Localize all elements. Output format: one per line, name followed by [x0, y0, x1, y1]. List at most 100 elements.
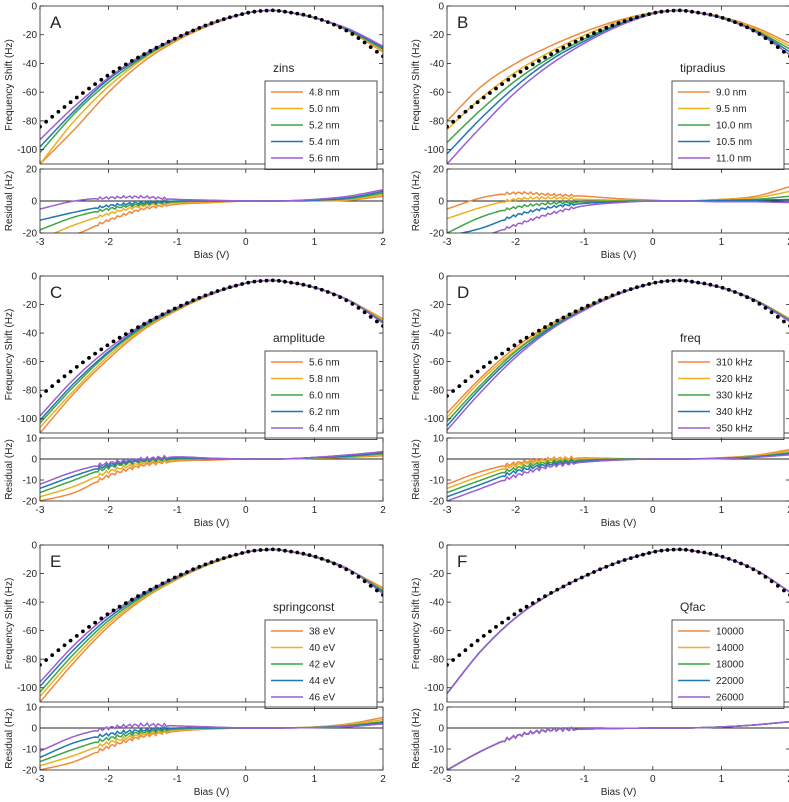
x-tick-label: -2: [511, 774, 520, 785]
data-point: [481, 365, 486, 369]
data-point: [215, 19, 220, 23]
data-point: [191, 28, 196, 33]
data-point: [197, 295, 202, 300]
data-point: [368, 45, 373, 49]
measured-points: [447, 278, 789, 398]
data-point: [714, 553, 719, 557]
data-point: [197, 564, 202, 569]
data-point: [447, 124, 449, 129]
data-point: [62, 643, 67, 648]
data-point: [751, 567, 756, 572]
data-point: [616, 291, 621, 295]
y-tick-label: 0: [438, 541, 444, 552]
residual-line-46-eV: [40, 722, 383, 752]
residual-y-tick-label: -20: [23, 497, 38, 508]
residual-y-tick-label: -10: [430, 476, 445, 487]
data-point: [74, 95, 79, 100]
data-point: [690, 548, 694, 553]
data-point: [40, 394, 42, 398]
data-point: [130, 328, 134, 333]
residual-y-tick-label: 10: [26, 703, 38, 714]
y-tick-label: -60: [430, 357, 445, 368]
panel-letter: F: [457, 552, 467, 571]
data-point: [123, 332, 128, 336]
main-axes-frame: [39, 275, 384, 434]
panel-letter: C: [50, 283, 62, 302]
data-point: [726, 18, 731, 22]
residual-lines: [40, 716, 383, 770]
data-point: [148, 587, 153, 592]
data-point: [763, 306, 768, 310]
data-point: [362, 40, 367, 45]
data-point: [518, 339, 523, 344]
data-point: [179, 572, 183, 577]
data-point: [179, 303, 183, 308]
data-point: [671, 278, 676, 283]
data-point: [105, 612, 110, 617]
data-point: [720, 16, 725, 20]
data-point: [763, 36, 768, 40]
legend-item-label: 38 eV: [309, 627, 335, 638]
data-point: [518, 608, 523, 613]
data-point: [81, 629, 85, 634]
legend-title: springconst: [273, 600, 335, 614]
data-point: [524, 335, 529, 340]
residual-line-320-kHz: [447, 450, 789, 490]
data-point: [56, 648, 61, 653]
data-point: [671, 547, 676, 552]
data-point: [592, 31, 596, 36]
data-point: [375, 588, 379, 593]
data-point: [123, 601, 128, 605]
data-point: [246, 280, 251, 285]
data-point: [99, 77, 104, 82]
residual-line-310-kHz: [447, 448, 789, 485]
y-tick-label: -40: [430, 329, 445, 340]
data-point: [567, 581, 572, 586]
data-point: [469, 374, 474, 379]
legend-item-label: 18000: [716, 660, 744, 671]
data-point: [252, 279, 257, 284]
y-axis-label: Frequency Shift (Hz): [4, 309, 15, 401]
data-point: [228, 15, 232, 20]
x-axis-label: Bias (V): [194, 518, 230, 529]
y-tick-label: -40: [23, 329, 38, 340]
y-tick-label: 0: [31, 2, 37, 13]
residual-y-tick-label: 10: [433, 434, 445, 445]
residual-lines: [40, 450, 383, 501]
data-point: [160, 42, 165, 47]
legend-title: zins: [273, 61, 294, 75]
data-point: [375, 49, 379, 54]
residual-line-26000: [447, 721, 789, 770]
data-point: [332, 561, 336, 566]
data-point: [117, 604, 122, 609]
residual-line-9.0-nm: [447, 186, 789, 210]
data-point: [530, 62, 535, 67]
residual-axes-frame: [446, 437, 789, 502]
y-tick-label: -80: [430, 386, 445, 397]
data-point: [555, 318, 560, 323]
x-tick-label: -1: [173, 237, 182, 248]
measured-points: [447, 8, 789, 129]
legend-item-label: 340 kHz: [716, 407, 753, 418]
data-point: [708, 551, 713, 556]
data-point: [215, 289, 220, 293]
legend-item-label: 350 kHz: [716, 424, 753, 435]
data-point: [338, 564, 342, 569]
residual-y-tick-label: -20: [430, 229, 445, 240]
legend-item-label: 6.2 nm: [309, 407, 340, 418]
data-point: [733, 559, 737, 563]
x-tick-label: 1: [719, 237, 725, 248]
data-point: [283, 279, 287, 284]
residual-y-tick-label: 0: [438, 455, 444, 466]
data-point: [40, 124, 42, 129]
data-point: [757, 302, 762, 306]
data-point: [665, 548, 670, 552]
data-point: [264, 547, 269, 552]
data-point: [111, 69, 116, 74]
y-tick-label: -100: [17, 683, 37, 694]
y-tick-label: -60: [23, 626, 38, 637]
data-point: [543, 55, 547, 60]
data-point: [733, 20, 737, 24]
data-point: [105, 73, 110, 78]
data-point: [172, 575, 177, 580]
